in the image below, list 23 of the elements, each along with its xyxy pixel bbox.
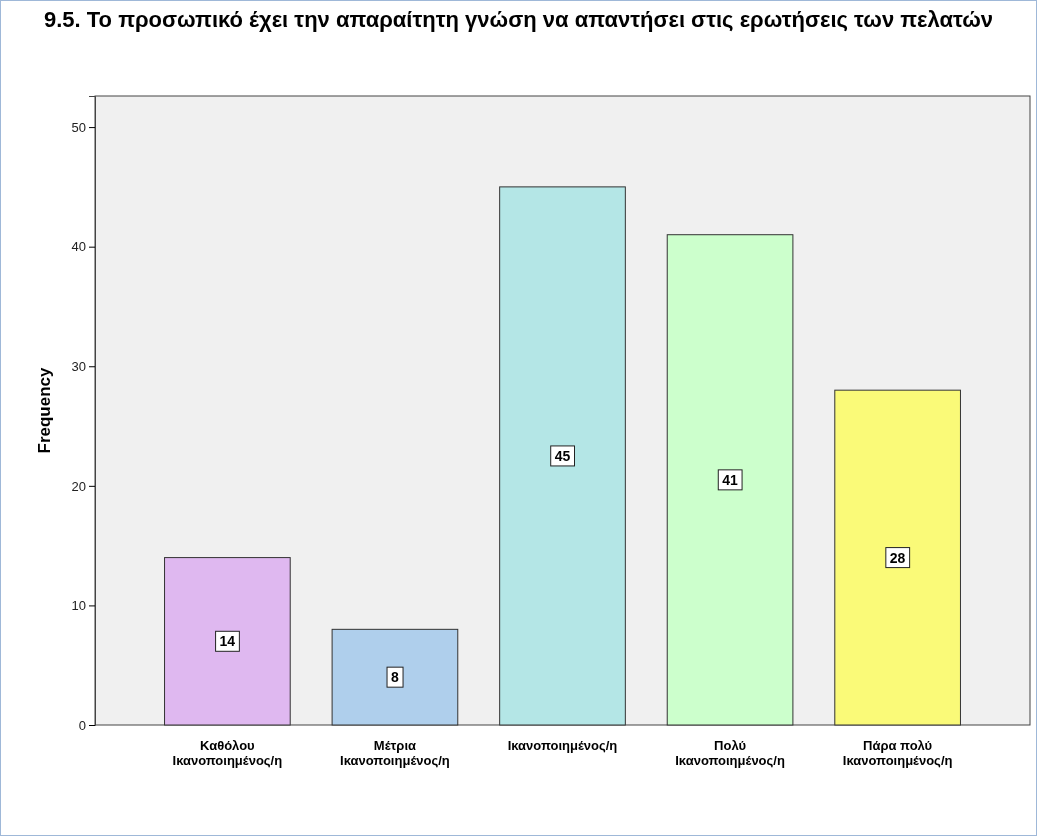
- bar: [499, 186, 626, 726]
- y-tick-label: 40: [71, 239, 86, 255]
- chart-title: 9.5. Το προσωπικό έχει την απαραίτητη γνώση να απαντήσει στις ερωτήσεις των πελατών: [43, 7, 994, 32]
- data-label: 41: [722, 471, 739, 488]
- y-tick-label: 30: [71, 358, 86, 374]
- x-tick-label: Πάρα πολύ Ικανοποιημένος/η: [842, 738, 953, 768]
- y-tick-label: 10: [71, 598, 86, 614]
- bar: [331, 628, 459, 726]
- data-label: 8: [391, 669, 400, 686]
- data-label: 14: [219, 633, 236, 650]
- y-axis-title: Frequency: [35, 366, 54, 454]
- x-tick-label: Καθόλου Ικανοποιημένος/η: [172, 738, 283, 768]
- bar: [164, 557, 291, 726]
- x-tick-label: Μέτρια Ικανοποιημένος/η: [340, 738, 450, 768]
- bar: [834, 389, 961, 726]
- x-tick-label: Πολύ Ικανοποιημένος/η: [675, 738, 785, 768]
- y-tick-label: 0: [78, 717, 86, 733]
- y-tick-label: 50: [71, 119, 86, 135]
- bar: [666, 234, 794, 726]
- y-tick-label: 20: [71, 478, 86, 494]
- data-label: 45: [554, 447, 571, 464]
- x-tick-label: Ικανοποιημένος/η: [507, 738, 618, 753]
- data-label: 28: [889, 549, 906, 566]
